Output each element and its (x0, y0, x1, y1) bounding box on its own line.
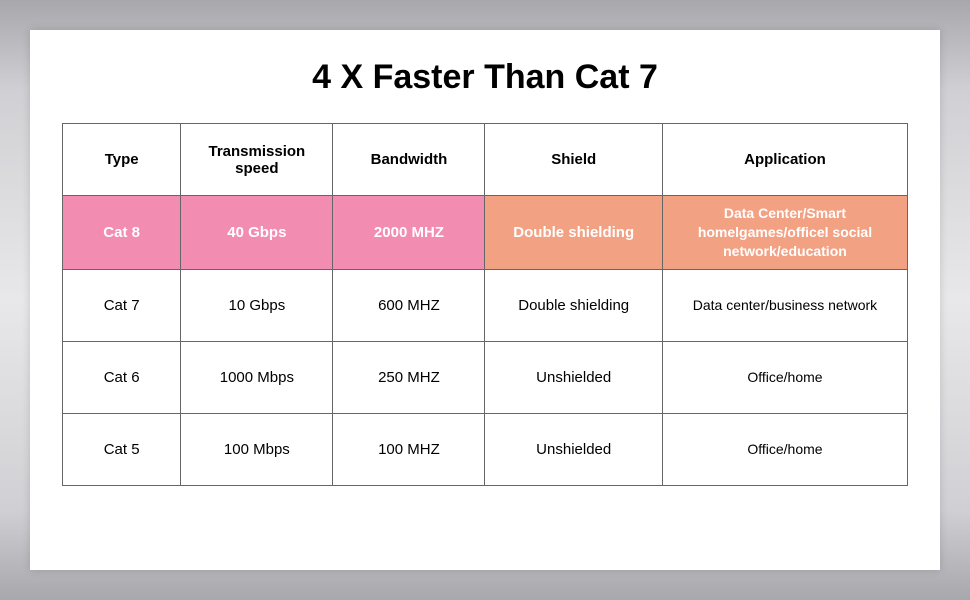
cell-app: Office/home (662, 341, 907, 413)
cell-shield: Double shielding (485, 196, 662, 270)
table-row: Cat 7 10 Gbps 600 MHZ Double shielding D… (63, 269, 908, 341)
cell-type: Cat 8 (63, 196, 181, 270)
cell-type: Cat 5 (63, 413, 181, 485)
cell-type: Cat 7 (63, 269, 181, 341)
page-title: 4 X Faster Than Cat 7 (62, 58, 908, 97)
cell-shield: Unshielded (485, 413, 662, 485)
col-header-speed: Transmission speed (181, 124, 333, 196)
cell-shield: Unshielded (485, 341, 662, 413)
table-row: Cat 6 1000 Mbps 250 MHZ Unshielded Offic… (63, 341, 908, 413)
cell-speed: 10 Gbps (181, 269, 333, 341)
col-header-application: Application (662, 124, 907, 196)
table-row: Cat 8 40 Gbps 2000 MHZ Double shielding … (63, 196, 908, 270)
col-header-shield: Shield (485, 124, 662, 196)
cell-bw: 600 MHZ (333, 269, 485, 341)
cell-bw: 250 MHZ (333, 341, 485, 413)
table-row: Cat 5 100 Mbps 100 MHZ Unshielded Office… (63, 413, 908, 485)
cell-bw: 2000 MHZ (333, 196, 485, 270)
cell-shield: Double shielding (485, 269, 662, 341)
cell-speed: 1000 Mbps (181, 341, 333, 413)
card: 4 X Faster Than Cat 7 Type Transmission … (30, 30, 940, 570)
col-header-bandwidth: Bandwidth (333, 124, 485, 196)
comparison-table: Type Transmission speed Bandwidth Shield… (62, 123, 908, 486)
cell-speed: 100 Mbps (181, 413, 333, 485)
cell-app: Data center/business network (662, 269, 907, 341)
col-header-type: Type (63, 124, 181, 196)
cell-app: Office/home (662, 413, 907, 485)
cell-speed: 40 Gbps (181, 196, 333, 270)
cell-app: Data Center/Smart homelgames/officel soc… (662, 196, 907, 270)
table-header-row: Type Transmission speed Bandwidth Shield… (63, 124, 908, 196)
cell-type: Cat 6 (63, 341, 181, 413)
cell-bw: 100 MHZ (333, 413, 485, 485)
